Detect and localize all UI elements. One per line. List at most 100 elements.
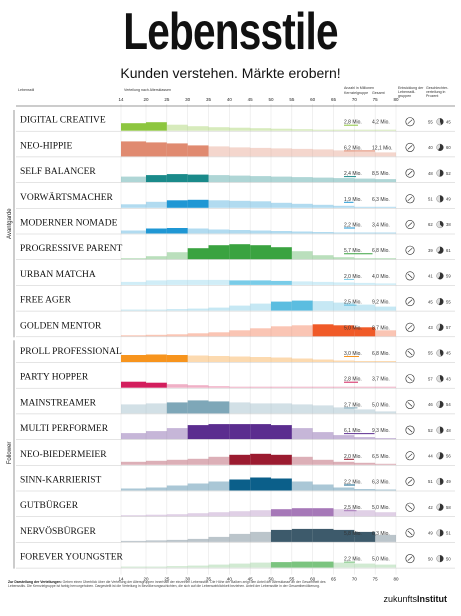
male-percent: 55: [428, 351, 433, 356]
trend-icon: [405, 245, 415, 255]
age-bar: [250, 357, 271, 362]
age-bar: [121, 204, 146, 208]
age-bar: [166, 485, 188, 491]
age-bar: [121, 335, 146, 337]
trend-arrow-icon: [407, 145, 413, 150]
age-bar: [312, 255, 334, 260]
footer-note: Zur Darstellung der Verteilungen: Geben …: [8, 580, 338, 588]
age-bar: [187, 279, 209, 285]
gender-pie-female: [440, 349, 444, 357]
core-value-label: 2,8 Mio.: [344, 120, 362, 126]
age-bar: [271, 386, 292, 388]
male-percent: 46: [428, 402, 433, 407]
age-bar: [229, 127, 251, 131]
trend-arrow-icon: [407, 376, 413, 381]
age-bar: [166, 143, 188, 157]
x-tick-label-top: 55: [289, 97, 295, 102]
age-bar: [375, 232, 396, 234]
age-bar: [146, 228, 167, 234]
age-bar: [146, 566, 167, 568]
age-bar: [333, 150, 355, 157]
total-value-label: 4,0 Mio.: [372, 274, 390, 280]
col-header-lebensstil: Lebensstil: [18, 88, 35, 92]
age-bar: [229, 244, 251, 260]
x-tick-label-top: 40: [227, 97, 233, 102]
age-bar: [208, 512, 230, 517]
age-bar: [146, 540, 167, 542]
age-bar: [312, 129, 334, 131]
female-percent: 49: [446, 479, 451, 484]
total-value-label: 12,1 Mio.: [372, 145, 393, 151]
age-bar: [229, 200, 251, 208]
x-tick-label-bottom: 65: [331, 577, 337, 582]
age-bar: [250, 531, 271, 542]
age-bar: [271, 425, 292, 440]
trend-icon: [405, 168, 415, 178]
x-tick-label-bottom: 30: [185, 577, 191, 582]
zukunftsinstitut-logo: zukunftsInstitut: [383, 594, 447, 604]
age-bar: [121, 515, 146, 517]
male-percent: 51: [428, 197, 433, 202]
lifestyle-name: DIGITAL CREATIVE: [20, 116, 106, 126]
total-value-label: 6,8 Mio.: [372, 351, 390, 357]
gender-pie-female: [440, 555, 444, 562]
age-bar: [208, 536, 230, 542]
male-percent: 42: [428, 505, 433, 510]
age-bar: [187, 228, 209, 234]
age-bar: [354, 282, 376, 285]
age-bar: [312, 301, 334, 311]
age-bar: [250, 245, 271, 260]
age-bar: [375, 564, 396, 568]
male-percent: 62: [428, 222, 433, 227]
total-value-label: 8,5 Mio.: [372, 171, 390, 177]
age-bar: [333, 232, 355, 234]
gender-pie-female: [440, 221, 444, 227]
age-bar: [291, 281, 313, 285]
age-bar: [333, 178, 355, 183]
trend-arrow-icon: [407, 453, 413, 459]
x-tick-label-bottom: 35: [206, 577, 212, 582]
col-header-geschlecht: Geschlechter-verteilung in Prozent: [426, 86, 449, 99]
lifestyle-name: MODERNER NOMADE: [20, 219, 118, 229]
age-bar: [271, 326, 292, 337]
trend-arrow-icon: [407, 247, 413, 253]
total-value-label: 4,2 Mio.: [372, 120, 390, 126]
age-bar: [312, 432, 334, 440]
female-percent: 55: [446, 299, 451, 304]
female-percent: 48: [446, 428, 451, 433]
age-bar: [354, 258, 376, 260]
trend-icon: [405, 271, 415, 281]
age-bar: [271, 562, 292, 568]
age-bar: [312, 561, 334, 568]
age-bar: [354, 304, 376, 311]
gender-pie-female: [440, 426, 444, 434]
age-bar: [208, 245, 230, 260]
x-tick-label-bottom: 45: [248, 577, 254, 582]
lifestyle-name: NERVÖSBÜRGER: [20, 525, 96, 537]
age-bar: [291, 251, 313, 260]
lifestyle-name: PROLL PROFESSIONAL: [20, 347, 122, 357]
trend-icon: [405, 194, 415, 204]
group-label-follower: Follower: [7, 442, 13, 465]
trend-arrow-icon: [407, 222, 413, 227]
age-bar: [291, 231, 313, 234]
age-bar: [333, 386, 355, 388]
age-bar: [208, 127, 230, 131]
age-bar: [187, 565, 209, 568]
core-value-label: 6,2 Mio.: [344, 145, 362, 151]
age-bar: [166, 228, 188, 234]
age-bar: [187, 199, 209, 208]
trend-arrow-icon: [407, 119, 413, 124]
age-bar: [121, 461, 146, 465]
age-bar: [208, 356, 230, 362]
age-bar: [354, 462, 376, 465]
x-tick-label-bottom: 55: [289, 577, 295, 582]
trend-arrow-icon: [407, 427, 413, 433]
age-bar: [250, 201, 271, 208]
female-percent: 45: [446, 119, 451, 124]
age-bar: [291, 325, 313, 337]
age-bar: [187, 513, 209, 517]
col-header-entwicklung: Entwicklung der Lebensstil-gruppen: [398, 86, 424, 99]
age-bar: [208, 279, 230, 285]
